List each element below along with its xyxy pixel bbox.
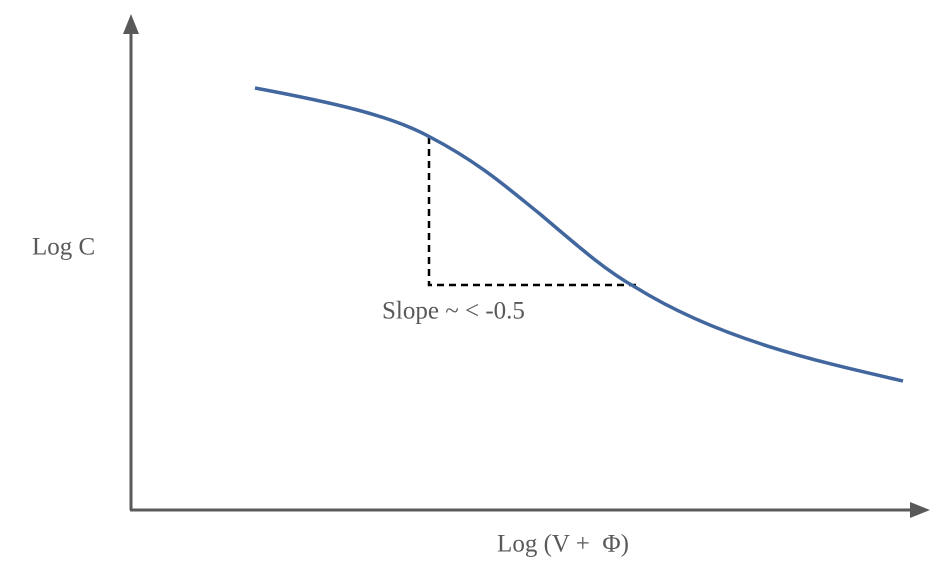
- x-axis-label: Log (V + Φ): [497, 531, 629, 558]
- curve: [254, 86, 904, 383]
- slope-annotation: Slope ~ < -0.5: [382, 298, 525, 325]
- slope-guide: [427, 137, 636, 287]
- y-axis-arrow: [123, 14, 139, 34]
- x-axis-arrow: [910, 502, 930, 518]
- y-axis-label: Log C: [32, 234, 95, 261]
